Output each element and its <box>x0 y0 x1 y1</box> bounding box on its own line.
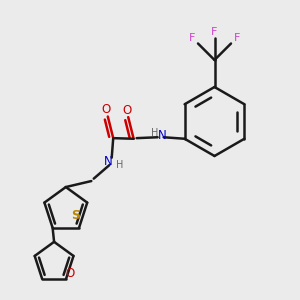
Text: F: F <box>211 27 218 37</box>
Text: O: O <box>65 268 74 281</box>
Text: O: O <box>122 104 131 117</box>
Text: H: H <box>151 128 158 138</box>
Text: N: N <box>158 129 167 142</box>
Text: N: N <box>104 155 112 168</box>
Text: F: F <box>234 33 240 43</box>
Text: O: O <box>102 103 111 116</box>
Text: F: F <box>189 33 195 43</box>
Text: S: S <box>71 209 80 222</box>
Text: H: H <box>116 160 123 170</box>
